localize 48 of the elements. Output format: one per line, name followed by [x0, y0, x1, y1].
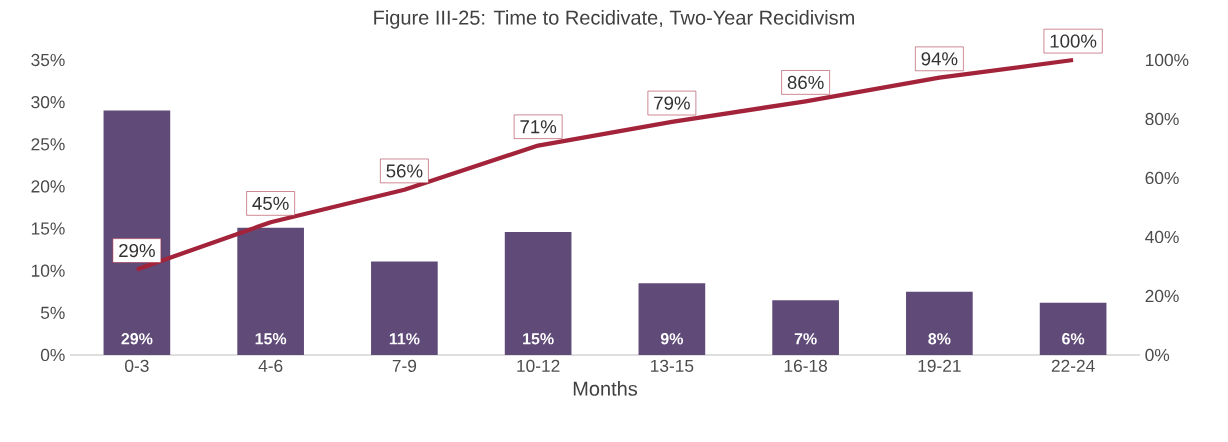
data-label: 79%	[654, 96, 690, 110]
y-tick-label: 0%	[40, 348, 65, 362]
y2-tick-label: 20%	[1145, 289, 1179, 303]
x-axis-title: Months	[573, 381, 638, 396]
x-tick-label: 0-3	[125, 359, 149, 372]
data-label: 86%	[787, 75, 824, 90]
y-tick-label: 30%	[31, 95, 65, 109]
y-tick-label: 25%	[31, 138, 65, 151]
bar	[504, 231, 572, 355]
data-label: 6%	[1062, 333, 1085, 345]
x-tick-label: 19-21	[918, 359, 961, 372]
data-label: 100%	[1050, 34, 1097, 48]
bar	[906, 291, 973, 355]
data-label: 9%	[660, 333, 684, 345]
y2-tick-label: 60%	[1145, 171, 1179, 185]
x-tick-label: 13-15	[651, 359, 694, 372]
bar	[1039, 302, 1107, 355]
x-tick-label: 22-24	[1051, 359, 1095, 372]
data-label: 11%	[389, 333, 420, 345]
bar	[103, 110, 171, 355]
x-tick-label: 16-18	[784, 359, 828, 372]
data-label: 45%	[252, 196, 289, 210]
x-tick-label: 7-9	[392, 359, 417, 372]
data-label: 29%	[119, 243, 155, 258]
x-tick-label: 10-12	[517, 359, 560, 372]
y-tick-label: 15%	[31, 222, 65, 235]
data-label: 15%	[523, 333, 554, 345]
bar	[237, 227, 304, 355]
data-label: 7%	[794, 333, 817, 345]
y-tick-label: 10%	[31, 264, 65, 277]
y2-tick-label: 100%	[1146, 53, 1189, 67]
data-label: 56%	[386, 164, 423, 178]
data-label: 71%	[520, 120, 557, 134]
y-tick-label: 5%	[40, 306, 65, 319]
bar	[772, 300, 839, 355]
y2-tick-label: 80%	[1145, 112, 1179, 126]
data-label: 8%	[928, 333, 951, 345]
data-label: 29%	[121, 333, 153, 345]
x-tick-label: 4-6	[258, 359, 283, 372]
y-tick-label: 20%	[31, 180, 65, 193]
bar	[638, 283, 706, 355]
y2-tick-label: 0%	[1145, 348, 1170, 362]
chart-title: Figure III-25: Time to Recidivate, Two-Year Recidivism	[374, 10, 854, 29]
y2-tick-label: 40%	[1145, 230, 1179, 244]
data-label: 15%	[255, 333, 287, 345]
bar	[371, 261, 438, 355]
data-label: 94%	[921, 52, 958, 66]
y-tick-label: 35%	[31, 53, 65, 67]
